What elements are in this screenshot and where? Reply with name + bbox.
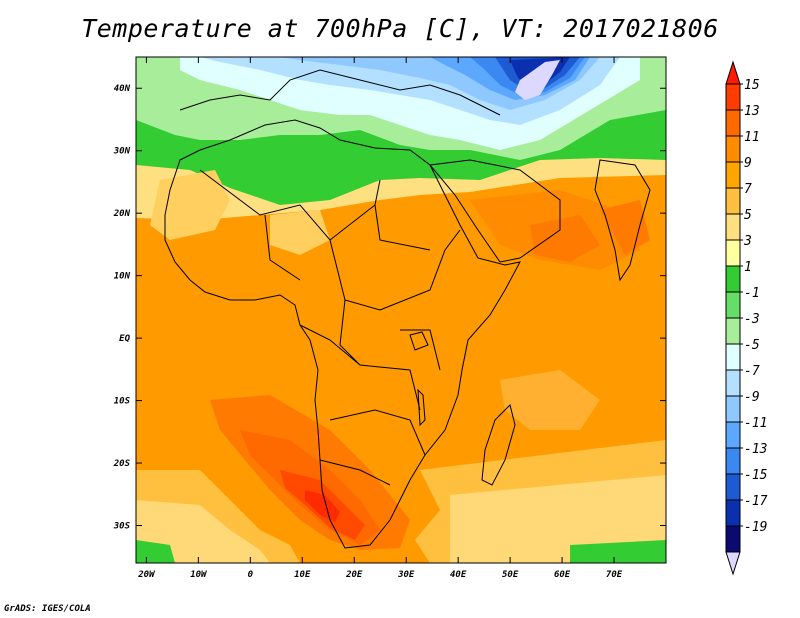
lon-label: 10W bbox=[190, 570, 208, 580]
map-title: Temperature at 700hPa [C], VT: 201702180… bbox=[81, 14, 719, 43]
colorbar-label: -3 bbox=[744, 312, 760, 327]
lon-label: 60E bbox=[554, 570, 571, 580]
lon-label: 10E bbox=[294, 570, 311, 580]
colorbar-label: -17 bbox=[744, 494, 768, 509]
colorbar-swatch bbox=[725, 161, 741, 189]
lon-label: 70E bbox=[606, 570, 623, 580]
colorbar-label: -9 bbox=[744, 390, 760, 405]
colorbar-label: 15 bbox=[744, 78, 760, 93]
colorbar-label: -5 bbox=[744, 338, 760, 353]
colorbar-swatch bbox=[725, 83, 741, 111]
lon-label: 30E bbox=[397, 570, 415, 580]
colorbar-label: -7 bbox=[744, 364, 760, 379]
lon-label: 0 bbox=[248, 570, 254, 580]
colorbar-label: -15 bbox=[744, 468, 768, 483]
colorbar-swatch bbox=[725, 135, 741, 163]
lat-label: 20N bbox=[113, 209, 131, 219]
lon-label: 50E bbox=[502, 570, 519, 580]
colorbar-swatch bbox=[725, 421, 741, 449]
lat-label: 10N bbox=[114, 272, 131, 282]
colorbar-top-arrow bbox=[725, 60, 741, 85]
colorbar-swatch bbox=[725, 317, 741, 345]
colorbar-swatch bbox=[725, 109, 741, 137]
lat-label: 40N bbox=[114, 84, 131, 94]
india-outline bbox=[594, 159, 651, 282]
axis-ticks bbox=[136, 57, 666, 563]
lat-label: 30S bbox=[113, 522, 131, 532]
credit-text: GrADS: IGES/COLA bbox=[4, 604, 91, 614]
colorbar-label: -13 bbox=[744, 442, 767, 457]
colorbar-swatch bbox=[725, 291, 741, 319]
lon-label: 20W bbox=[137, 570, 156, 580]
africa-coastline bbox=[164, 119, 521, 549]
colorbar-label: 5 bbox=[744, 208, 752, 223]
colorbar-swatch bbox=[725, 447, 741, 475]
colorbar: 15 13 11 9 7 5 3 1 -1 -3 -5 -7 -9 -11 -13 -15 -17 -19 bbox=[725, 60, 768, 576]
colorbar-swatch bbox=[725, 265, 741, 293]
colorbar-label: 13 bbox=[744, 104, 760, 119]
colorbar-label: 3 bbox=[743, 234, 752, 249]
country-borders bbox=[164, 69, 651, 549]
colorbar-swatch bbox=[725, 395, 741, 423]
lat-label: 20S bbox=[113, 459, 131, 469]
colorbar-label: -11 bbox=[744, 416, 767, 431]
europe-coast bbox=[179, 69, 501, 116]
colorbar-label: -1 bbox=[744, 286, 760, 301]
colorbar-label: -19 bbox=[744, 520, 767, 535]
lake-malawi bbox=[417, 388, 426, 427]
longitude-labels: 20W 10W 0 10E 20E 30E 40E 50E 60E 70E bbox=[137, 570, 622, 580]
colorbar-swatch bbox=[725, 369, 741, 397]
lake-victoria bbox=[409, 331, 429, 351]
plot-frame bbox=[135, 56, 667, 564]
temperature-field bbox=[136, 57, 666, 563]
latitude-labels: 40N 30N 20N 10N EQ 10S 20S 30S bbox=[113, 84, 131, 531]
colorbar-swatch bbox=[725, 343, 741, 371]
colorbar-swatch bbox=[725, 499, 741, 527]
madagascar-outline bbox=[481, 404, 516, 486]
colorbar-swatch bbox=[725, 239, 741, 267]
colorbar-bottom-arrow bbox=[725, 551, 741, 576]
lat-label: EQ bbox=[119, 334, 130, 344]
lat-label: 30N bbox=[113, 147, 131, 157]
colorbar-label: 11 bbox=[744, 130, 760, 145]
lon-label: 20E bbox=[345, 570, 363, 580]
colorbar-label: 7 bbox=[744, 182, 752, 197]
lat-label: 10S bbox=[114, 397, 131, 407]
arabia-outline bbox=[429, 159, 561, 263]
colorbar-swatch bbox=[725, 213, 741, 241]
internal-borders bbox=[199, 169, 461, 486]
lon-label: 40E bbox=[450, 570, 467, 580]
colorbar-swatch bbox=[725, 473, 741, 501]
colorbar-swatch bbox=[725, 187, 741, 215]
colorbar-label: 1 bbox=[744, 260, 752, 275]
colorbar-label: 9 bbox=[744, 156, 752, 171]
colorbar-swatch bbox=[725, 525, 741, 553]
